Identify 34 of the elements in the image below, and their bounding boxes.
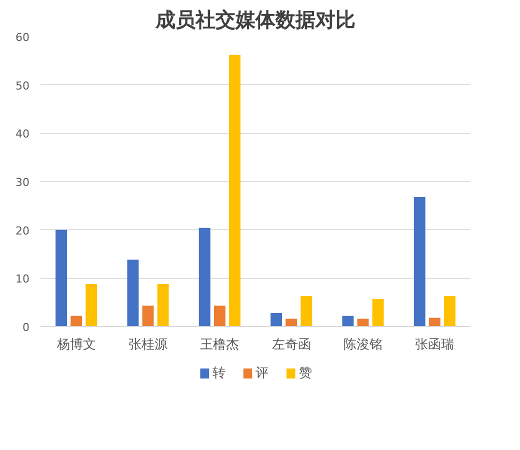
bar — [342, 316, 354, 326]
bar — [428, 318, 440, 326]
x-tick-label: 陈浚铭 — [344, 338, 382, 352]
y-tick-label: 40 — [16, 128, 30, 141]
x-tick-label: 杨博文 — [56, 338, 96, 352]
y-tick-label: 10 — [16, 272, 30, 286]
x-tick-label: 王橹杰 — [200, 338, 240, 352]
bar — [444, 296, 456, 326]
x-tick-label: 张桂源 — [128, 338, 168, 352]
y-tick-label: 50 — [16, 79, 30, 92]
bar — [414, 196, 426, 326]
y-tick-label: 0 — [22, 321, 30, 334]
bar — [228, 54, 240, 326]
bar — [86, 284, 98, 326]
legend-label: 评 — [256, 366, 269, 381]
bar — [270, 312, 282, 326]
chart-title: 成员社交媒体数据对比 — [154, 8, 356, 32]
bar — [56, 230, 68, 326]
x-tick-label: 张函瑞 — [415, 338, 454, 352]
y-tick-label: 20 — [16, 224, 30, 238]
bar — [300, 296, 312, 326]
bar — [142, 306, 154, 326]
bar — [127, 260, 139, 326]
bar — [372, 298, 384, 326]
bar — [157, 284, 169, 326]
y-tick-label: 60 — [16, 31, 30, 44]
legend-label: 赞 — [298, 366, 312, 381]
y-tick-label: 30 — [16, 176, 30, 189]
bar — [198, 228, 210, 326]
bar — [70, 316, 82, 326]
bar — [286, 318, 298, 326]
legend-label: 转 — [212, 366, 226, 381]
bar — [214, 306, 226, 326]
x-tick-label: 左奇函 — [272, 338, 311, 352]
